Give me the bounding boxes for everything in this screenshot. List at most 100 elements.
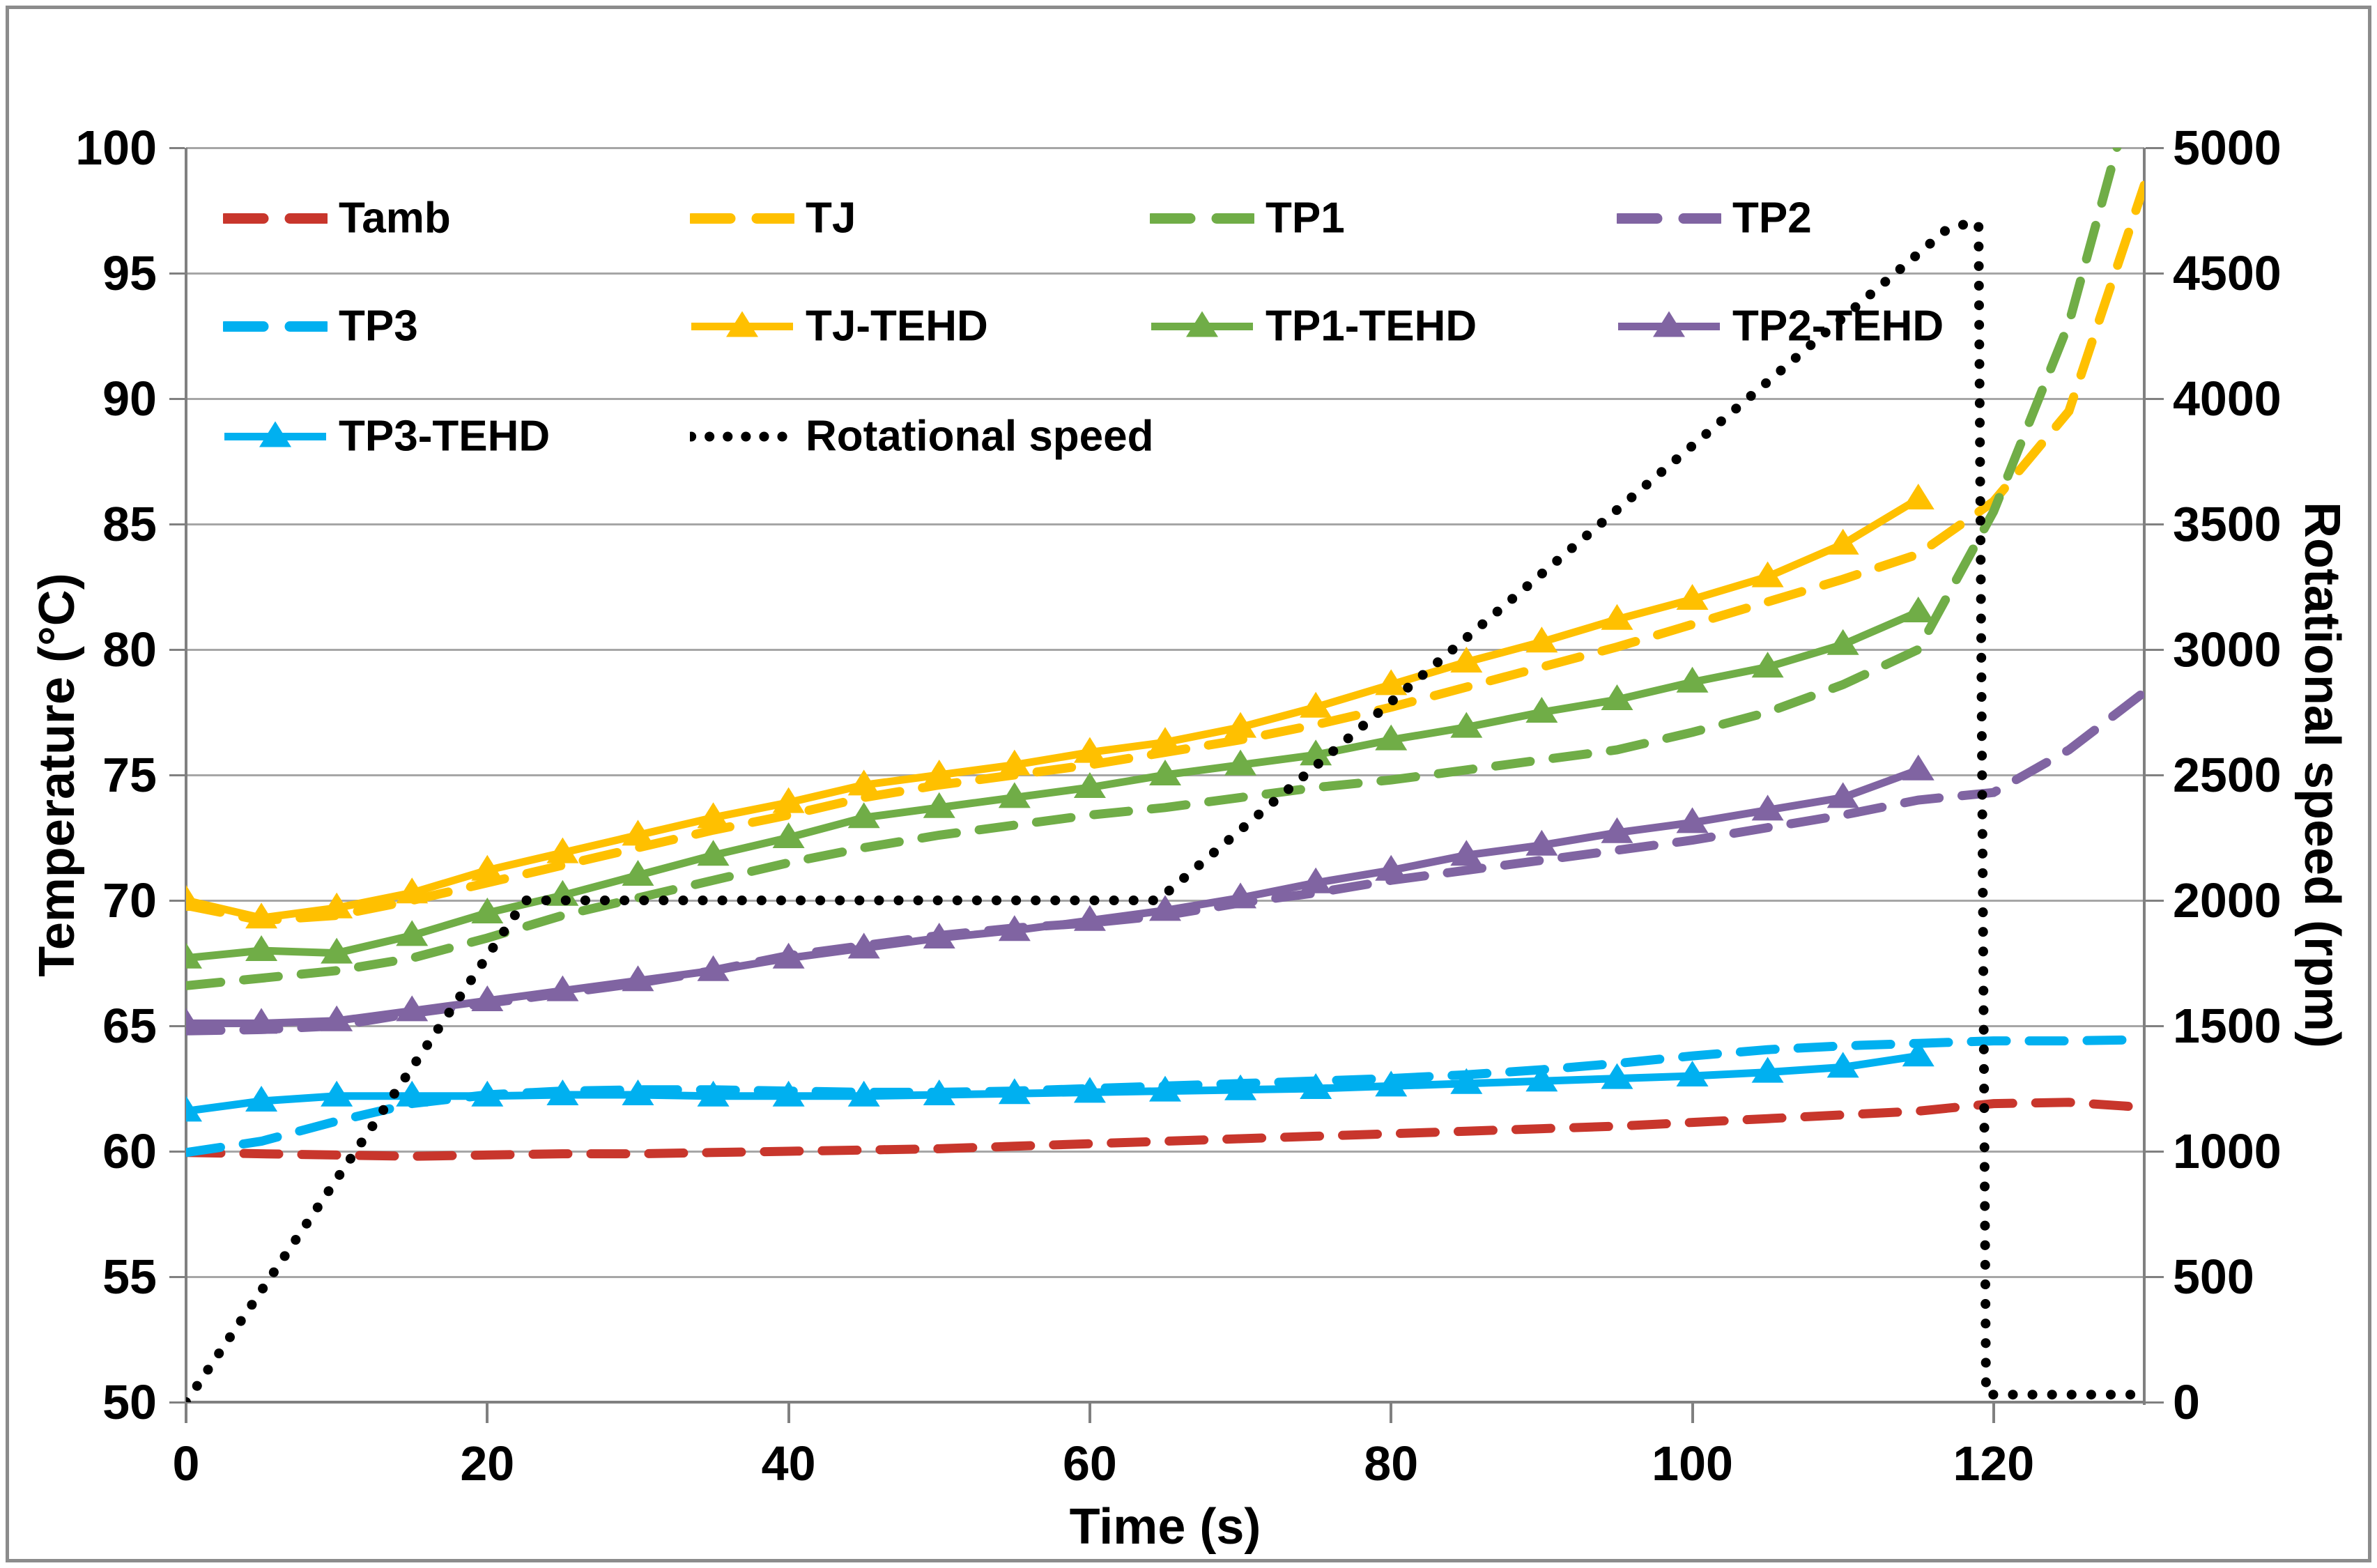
y-right-tick-500 bbox=[2146, 1275, 2164, 1278]
gridline-60 bbox=[186, 1150, 2144, 1153]
marker-triangle bbox=[396, 920, 429, 946]
marker-triangle bbox=[1300, 867, 1332, 893]
rotational-speed-legend-swatch-icon bbox=[690, 431, 794, 441]
y-right-label-500: 500 bbox=[2173, 1250, 2254, 1304]
tamb-legend-swatch-icon bbox=[223, 213, 328, 224]
gridline-85 bbox=[186, 523, 2144, 525]
legend-label: Tamb bbox=[339, 194, 451, 243]
marker-triangle bbox=[1300, 1073, 1332, 1099]
legend-item-tp2: TP2 bbox=[1617, 194, 1812, 243]
y-left-tick-70 bbox=[169, 899, 185, 902]
y-left-tick-50 bbox=[169, 1401, 185, 1404]
marker-triangle bbox=[186, 1008, 202, 1034]
marker-triangle bbox=[1826, 629, 1859, 655]
marker-triangle bbox=[1902, 754, 1934, 781]
y-left-tick-95 bbox=[169, 272, 185, 275]
series-plot bbox=[186, 148, 2144, 1402]
marker-triangle bbox=[1751, 1056, 1784, 1083]
marker-triangle bbox=[1525, 829, 1558, 856]
y-right-label-2000: 2000 bbox=[2173, 873, 2282, 928]
marker-triangle bbox=[321, 1080, 353, 1107]
marker-triangle bbox=[1601, 684, 1633, 710]
marker-triangle bbox=[1826, 1052, 1859, 1078]
marker-triangle bbox=[1902, 484, 1934, 509]
legend-item-tp3: TP3 bbox=[223, 302, 418, 351]
legend-label: TP2-TEHD bbox=[1732, 302, 1944, 351]
marker-triangle bbox=[998, 782, 1031, 808]
legend-item-rotational-speed: Rotational speed bbox=[690, 412, 1154, 461]
marker-triangle bbox=[1450, 1068, 1483, 1094]
marker-triangle bbox=[772, 942, 805, 969]
marker-triangle bbox=[1375, 669, 1408, 695]
marker-triangle bbox=[1375, 1070, 1408, 1097]
gridline-90 bbox=[186, 397, 2144, 400]
x-label-80: 80 bbox=[1364, 1436, 1419, 1491]
y-left-label-85: 85 bbox=[102, 497, 157, 551]
marker-triangle bbox=[245, 1008, 278, 1034]
marker-triangle bbox=[1525, 697, 1558, 723]
y-right-label-1500: 1500 bbox=[2173, 999, 2282, 1053]
marker-triangle bbox=[245, 1086, 278, 1112]
y-left-tick-65 bbox=[169, 1024, 185, 1027]
tp3-tehd-legend-swatch-icon bbox=[224, 421, 326, 447]
y-left-label-60: 60 bbox=[102, 1124, 157, 1178]
marker-triangle bbox=[1149, 727, 1181, 753]
marker-triangle bbox=[697, 1080, 730, 1107]
marker-triangle bbox=[1073, 737, 1106, 763]
marker-triangle bbox=[923, 1079, 955, 1105]
marker-triangle bbox=[186, 1096, 202, 1122]
series-line-tamb bbox=[186, 1098, 2144, 1161]
marker-triangle bbox=[923, 760, 955, 785]
marker-triangle bbox=[697, 955, 730, 981]
legend-item-tj: TJ bbox=[690, 194, 856, 243]
marker-triangle bbox=[1224, 712, 1257, 738]
plot-area bbox=[185, 146, 2146, 1405]
marker-triangle bbox=[1149, 895, 1181, 921]
marker-triangle bbox=[1525, 627, 1558, 653]
gridline-95 bbox=[186, 272, 2144, 275]
marker-triangle bbox=[1450, 647, 1483, 672]
y-right-label-3000: 3000 bbox=[2173, 622, 2282, 677]
left-axis-line bbox=[185, 148, 187, 1405]
x-tick-20 bbox=[486, 1402, 489, 1423]
marker-triangle bbox=[396, 877, 429, 904]
marker-triangle bbox=[1676, 666, 1709, 693]
marker-triangle bbox=[697, 840, 730, 866]
marker-triangle bbox=[622, 965, 654, 992]
marker-triangle bbox=[998, 1078, 1031, 1105]
legend-label: TJ bbox=[806, 194, 856, 243]
marker-triangle bbox=[697, 802, 730, 829]
marker-triangle bbox=[396, 1080, 429, 1107]
marker-triangle bbox=[1751, 561, 1784, 587]
series-line-tp2-tehd bbox=[186, 766, 1920, 1027]
tp1-legend-swatch-icon bbox=[1150, 213, 1254, 224]
legend-label: TP1-TEHD bbox=[1266, 302, 1477, 351]
x-label-40: 40 bbox=[761, 1436, 816, 1491]
marker-triangle bbox=[471, 898, 504, 923]
legend-item-tp2-tehd: TP2-TEHD bbox=[1617, 302, 1944, 351]
x-tick-0 bbox=[185, 1402, 187, 1423]
legend-label: TP2 bbox=[1732, 194, 1812, 243]
y-right-tick-1500 bbox=[2146, 1024, 2164, 1027]
legend-item-tamb: Tamb bbox=[223, 194, 451, 243]
marker-triangle bbox=[1073, 905, 1106, 931]
gridline-55 bbox=[186, 1275, 2144, 1278]
marker-triangle bbox=[1676, 584, 1709, 610]
marker-triangle bbox=[245, 902, 278, 929]
marker-triangle bbox=[321, 1005, 353, 1031]
x-tick-80 bbox=[1390, 1402, 1393, 1423]
marker-triangle bbox=[1676, 807, 1709, 833]
marker-triangle bbox=[772, 822, 805, 848]
marker-triangle bbox=[471, 1080, 504, 1107]
x-axis-title: Time (s) bbox=[1069, 1499, 1261, 1555]
y-left-tick-80 bbox=[169, 648, 185, 651]
y-axis-title-right: Rotational speed (rpm) bbox=[2294, 501, 2350, 1049]
marker-triangle bbox=[1751, 794, 1784, 821]
marker-triangle bbox=[998, 749, 1031, 776]
marker-triangle bbox=[1149, 760, 1181, 785]
gridline-65 bbox=[186, 1024, 2144, 1027]
y-right-label-4500: 4500 bbox=[2173, 246, 2282, 300]
y-right-label-0: 0 bbox=[2173, 1375, 2200, 1429]
legend-label: TP3 bbox=[339, 302, 418, 351]
legend-item-tp3-tehd: TP3-TEHD bbox=[223, 412, 550, 461]
